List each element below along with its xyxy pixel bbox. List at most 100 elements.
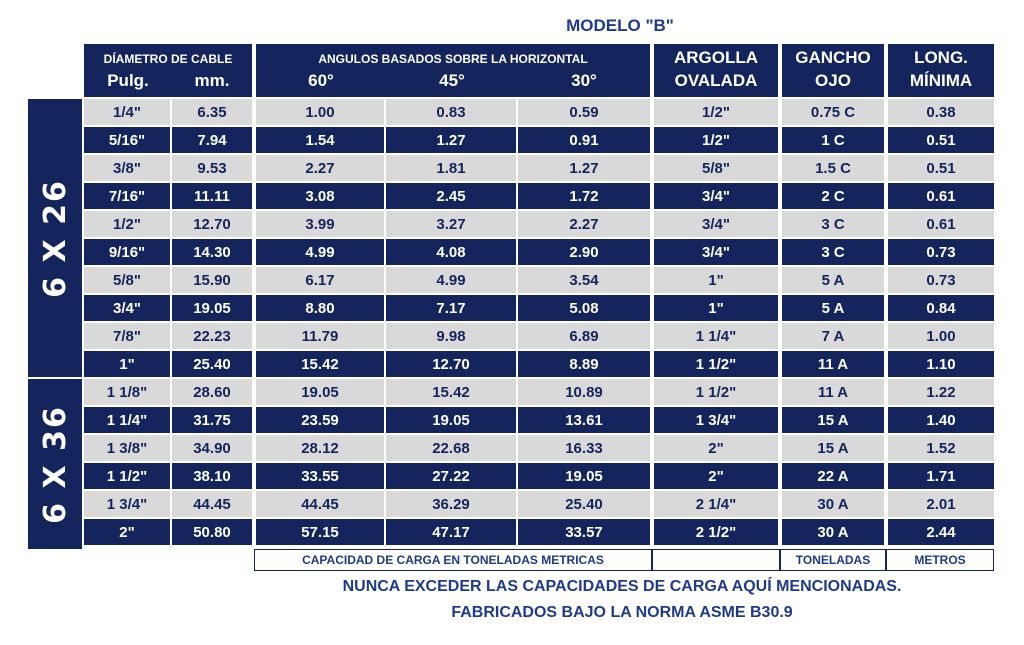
cell-angle-60: 44.45: [256, 491, 384, 517]
group-6x36: 6 X 36: [28, 379, 82, 549]
footer-metros: METROS: [886, 549, 994, 571]
cell-mm: 7.94: [172, 127, 252, 153]
group-6x36-label: 6 X 36: [37, 404, 73, 524]
cell-mm: 14.30: [172, 239, 252, 265]
cell-pulg: 9/16": [84, 239, 170, 265]
cell-angle-45: 1.81: [386, 155, 516, 181]
warning-note: NUNCA EXCEDER LAS CAPACIDADES DE CARGA A…: [342, 578, 902, 595]
cell-angle-30: 16.33: [518, 435, 650, 461]
cell-angle-45: 47.17: [386, 519, 516, 545]
cell-gancho: 22 A: [782, 463, 884, 489]
header-30: 30°: [571, 71, 597, 90]
group-6x26: 6 X 26: [28, 99, 82, 377]
cell-mm: 12.70: [172, 211, 252, 237]
cell-angle-60: 8.80: [256, 295, 384, 321]
header-angles-label: ANGULOS BASADOS SOBRE LA HORIZONTAL: [318, 52, 588, 66]
cell-pulg: 7/16": [84, 183, 170, 209]
cell-pulg: 1 3/8": [84, 435, 170, 461]
header-pulg: Pulg.: [107, 71, 149, 90]
cell-long-min: 1.52: [888, 435, 994, 461]
cell-angle-30: 33.57: [518, 519, 650, 545]
cell-long-min: 0.61: [888, 211, 994, 237]
cell-long-min: 0.84: [888, 295, 994, 321]
cell-pulg: 3/4": [84, 295, 170, 321]
cell-mm: 28.60: [172, 379, 252, 405]
cell-mm: 15.90: [172, 267, 252, 293]
cell-angle-60: 15.42: [256, 351, 384, 377]
cell-mm: 22.23: [172, 323, 252, 349]
cell-long-min: 2.44: [888, 519, 994, 545]
cell-angle-60: 28.12: [256, 435, 384, 461]
cell-pulg: 5/16": [84, 127, 170, 153]
cell-angle-45: 36.29: [386, 491, 516, 517]
cell-long-min: 0.73: [888, 239, 994, 265]
cell-argolla: 1": [654, 267, 778, 293]
cell-angle-45: 22.68: [386, 435, 516, 461]
cell-angle-30: 1.27: [518, 155, 650, 181]
cell-argolla: 3/4": [654, 239, 778, 265]
cell-gancho: 15 A: [782, 435, 884, 461]
cell-gancho: 5 A: [782, 267, 884, 293]
header-angles: ANGULOS BASADOS SOBRE LA HORIZONTAL 60° …: [256, 44, 650, 97]
cell-long-min: 0.73: [888, 267, 994, 293]
header-long-2: MÍNIMA: [909, 71, 973, 90]
cell-pulg: 5/8": [84, 267, 170, 293]
footer-toneladas: TONELADAS: [780, 549, 886, 571]
footer-capacidad: CAPACIDAD DE CARGA EN TONELADAS METRICAS: [254, 549, 652, 571]
cell-gancho: 15 A: [782, 407, 884, 433]
cell-argolla: 2 1/4": [654, 491, 778, 517]
header-long: LONG. MÍNIMA: [888, 44, 994, 97]
cell-angle-60: 19.05: [256, 379, 384, 405]
cell-gancho: 3 C: [782, 211, 884, 237]
cell-angle-30: 0.59: [518, 99, 650, 125]
cell-long-min: 1.22: [888, 379, 994, 405]
cell-mm: 25.40: [172, 351, 252, 377]
cell-angle-45: 4.99: [386, 267, 516, 293]
cell-angle-60: 6.17: [256, 267, 384, 293]
cell-pulg: 7/8": [84, 323, 170, 349]
cell-pulg: 1 1/2": [84, 463, 170, 489]
footer-spacer: [652, 549, 780, 571]
cell-angle-30: 10.89: [518, 379, 650, 405]
header-long-1: LONG.: [914, 48, 968, 67]
cell-mm: 9.53: [172, 155, 252, 181]
cell-argolla: 1 1/4": [654, 323, 778, 349]
header-diameter-label: DÍAMETRO DE CABLE: [103, 52, 233, 66]
cell-angle-30: 5.08: [518, 295, 650, 321]
cell-angle-60: 23.59: [256, 407, 384, 433]
cell-argolla: 2 1/2": [654, 519, 778, 545]
header-gancho-1: GANCHO: [795, 48, 871, 67]
cell-angle-30: 25.40: [518, 491, 650, 517]
header-argolla: ARGOLLA OVALADA: [654, 44, 778, 97]
cell-pulg: 1": [84, 351, 170, 377]
cell-mm: 31.75: [172, 407, 252, 433]
cell-gancho: 3 C: [782, 239, 884, 265]
header-60: 60°: [308, 71, 334, 90]
header-mm: mm.: [194, 71, 230, 90]
cell-angle-45: 0.83: [386, 99, 516, 125]
cell-angle-60: 11.79: [256, 323, 384, 349]
cell-angle-60: 3.99: [256, 211, 384, 237]
cell-mm: 50.80: [172, 519, 252, 545]
cell-pulg: 3/8": [84, 155, 170, 181]
cell-pulg: 1 1/4": [84, 407, 170, 433]
cell-angle-30: 1.72: [518, 183, 650, 209]
cell-pulg: 1/4": [84, 99, 170, 125]
cell-long-min: 0.38: [888, 99, 994, 125]
header-diameter: DÍAMETRO DE CABLE Pulg. mm.: [84, 44, 252, 97]
cell-gancho: 0.75 C: [782, 99, 884, 125]
cell-gancho: 30 A: [782, 519, 884, 545]
cell-long-min: 1.71: [888, 463, 994, 489]
cell-argolla: 1": [654, 295, 778, 321]
cell-gancho: 7 A: [782, 323, 884, 349]
table-title: MODELO "B": [566, 16, 674, 35]
cell-gancho: 1.5 C: [782, 155, 884, 181]
header-45: 45°: [439, 71, 465, 90]
cell-gancho: 11 A: [782, 379, 884, 405]
cell-gancho: 1 C: [782, 127, 884, 153]
header-argolla-2: OVALADA: [674, 71, 758, 90]
cell-angle-60: 1.54: [256, 127, 384, 153]
cell-angle-30: 0.91: [518, 127, 650, 153]
cell-angle-30: 2.90: [518, 239, 650, 265]
cell-angle-60: 4.99: [256, 239, 384, 265]
